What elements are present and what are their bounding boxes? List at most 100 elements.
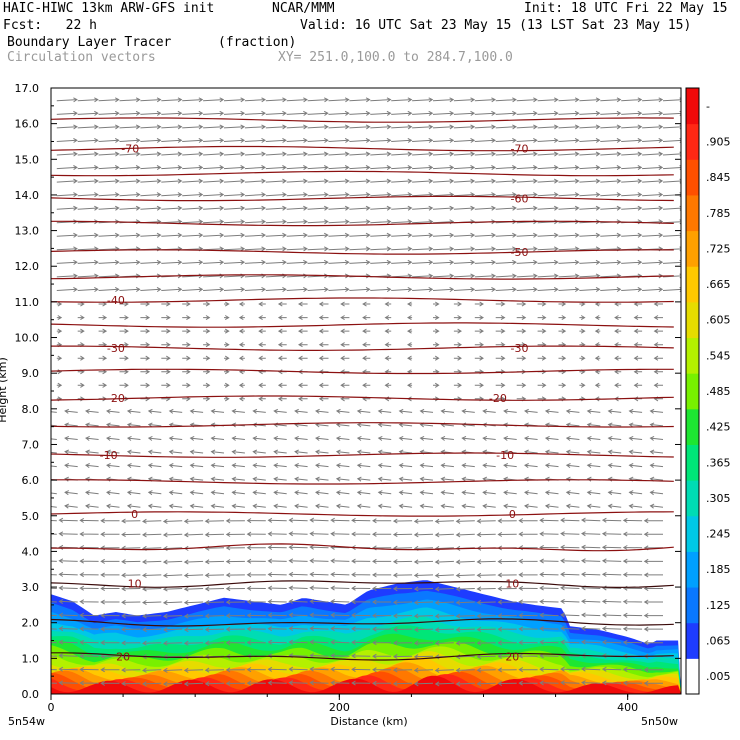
vector-arrow	[537, 286, 559, 293]
colorbar-label: .545	[706, 349, 731, 362]
vector-arrow	[407, 315, 413, 321]
vector-arrow	[474, 165, 496, 171]
vector-arrow	[309, 666, 329, 672]
vector-arrow	[349, 232, 371, 238]
vector-arrow	[307, 259, 329, 265]
vector-arrow	[140, 124, 162, 130]
vector-arrow	[453, 355, 462, 361]
vector-arrow	[653, 369, 663, 375]
vector-arrow	[210, 435, 225, 441]
organization-label: NCAR/MMM	[272, 1, 335, 16]
vector-arrow	[204, 667, 225, 673]
vector-arrow	[119, 124, 141, 130]
vector-arrow	[362, 382, 371, 388]
vector-arrow	[516, 165, 538, 171]
vector-arrow	[518, 612, 538, 618]
vector-arrow	[643, 558, 663, 564]
vector-arrow	[581, 639, 601, 645]
vector-arrow	[288, 571, 308, 577]
vector-arrow	[77, 97, 99, 103]
vector-arrow	[161, 124, 183, 130]
vector-arrow	[77, 355, 85, 361]
vector-arrow	[51, 465, 57, 468]
vector-arrow	[330, 653, 350, 659]
vector-arrow	[622, 680, 643, 686]
vector-arrow	[203, 97, 225, 103]
vector-arrow	[58, 639, 78, 645]
vector-arrow	[372, 613, 392, 619]
vector-arrow	[474, 259, 496, 265]
vector-arrow	[412, 165, 434, 171]
vector-arrow	[265, 246, 287, 252]
vector-arrow	[497, 531, 517, 537]
vector-arrow	[482, 435, 496, 441]
vector-arrow	[286, 110, 308, 116]
vector-arrow	[432, 97, 455, 103]
vector-arrow	[204, 572, 225, 578]
vector-arrow	[330, 585, 350, 591]
vector-arrow	[288, 585, 308, 591]
vector-arrow	[601, 666, 622, 672]
vector-arrow	[434, 573, 454, 579]
isotherm-line	[51, 274, 674, 280]
vector-arrow	[98, 328, 108, 334]
vector-arrow	[119, 382, 129, 388]
vector-arrow	[351, 572, 371, 578]
vector-arrow	[453, 246, 476, 252]
colorbar-swatch	[686, 480, 699, 517]
vector-arrow	[391, 151, 413, 157]
vector-arrow	[223, 137, 246, 143]
vector-arrow	[286, 165, 308, 171]
vector-arrow	[225, 626, 245, 632]
vector-arrow	[495, 315, 506, 321]
vector-arrow	[453, 286, 476, 293]
vector-arrow	[56, 382, 63, 388]
vector-arrow	[461, 490, 475, 496]
vector-arrow	[210, 449, 225, 455]
vector-arrow	[85, 408, 99, 414]
vector-arrow	[100, 680, 120, 686]
vector-arrow	[622, 558, 643, 564]
vector-arrow	[328, 219, 350, 225]
vector-arrow	[223, 178, 246, 184]
vector-arrow	[183, 681, 204, 687]
vector-arrow	[614, 369, 622, 375]
vector-arrow	[106, 435, 120, 441]
vectors-label: Circulation vectors	[7, 50, 156, 65]
vector-arrow	[601, 680, 622, 686]
colorbar-label: .785	[706, 207, 731, 220]
colorbar-swatch	[686, 301, 699, 339]
vector-arrow	[56, 192, 78, 198]
vector-arrow	[85, 422, 99, 428]
vector-arrow	[182, 232, 204, 238]
vector-arrow	[621, 151, 643, 157]
vector-arrow	[252, 463, 266, 468]
vector-arrow	[246, 599, 266, 605]
vector-arrow	[58, 599, 78, 605]
vector-arrow	[579, 151, 601, 157]
vector-arrow	[140, 178, 162, 184]
vector-arrow	[621, 110, 643, 116]
vector-arrow	[413, 654, 434, 660]
vector-arrow	[182, 151, 204, 157]
vector-arrow	[607, 408, 622, 414]
y-tick-label: 16.0	[15, 118, 40, 131]
vector-arrow	[607, 422, 622, 428]
vector-arrow	[579, 178, 601, 184]
vector-arrow	[495, 259, 517, 265]
vector-arrow	[412, 286, 434, 293]
vector-arrow	[168, 449, 183, 455]
vector-arrow	[544, 463, 559, 468]
isotherm-line	[51, 145, 674, 152]
vector-arrow	[161, 178, 183, 184]
vector-arrow	[455, 667, 475, 673]
vector-arrow	[273, 449, 287, 455]
tracer-band-16	[51, 675, 681, 694]
vector-arrow	[455, 532, 475, 538]
vector-arrow	[307, 192, 329, 198]
vector-arrow	[642, 259, 664, 265]
vector-arrow	[622, 572, 643, 578]
vector-arrow	[246, 572, 266, 578]
vector-arrow	[433, 382, 440, 388]
vector-arrow	[579, 286, 601, 293]
